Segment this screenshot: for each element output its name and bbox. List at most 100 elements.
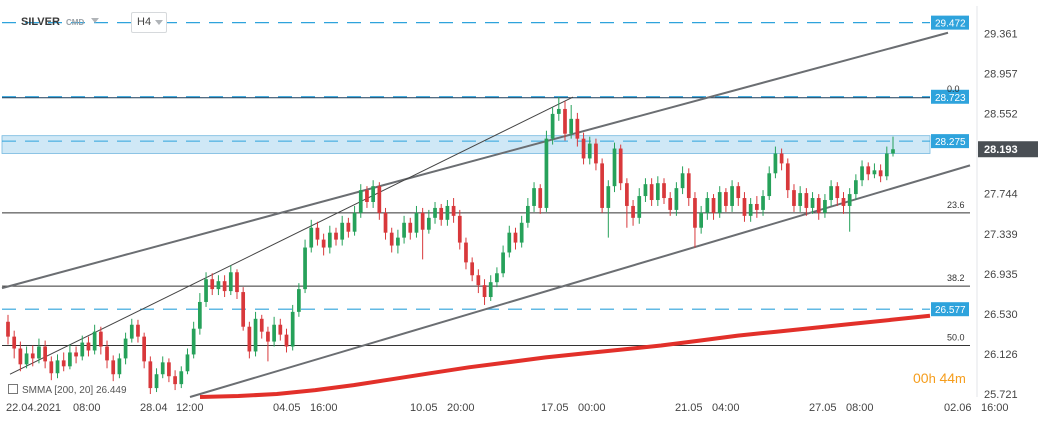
candle[interactable] — [197, 293, 202, 335]
candle[interactable] — [408, 217, 413, 240]
candle[interactable] — [835, 182, 840, 206]
candle[interactable] — [365, 186, 369, 208]
candle[interactable] — [352, 205, 357, 236]
candle[interactable] — [699, 205, 704, 234]
candle[interactable] — [18, 341, 23, 372]
candle[interactable] — [655, 176, 660, 206]
candle[interactable] — [6, 314, 10, 345]
candle[interactable] — [358, 184, 363, 218]
candle[interactable] — [179, 366, 184, 389]
candle[interactable] — [396, 229, 400, 254]
candle[interactable] — [327, 225, 332, 254]
candle[interactable] — [526, 198, 530, 228]
candle[interactable] — [61, 352, 66, 372]
candle[interactable] — [488, 275, 493, 301]
channel-lower-line[interactable] — [189, 164, 971, 398]
candle[interactable] — [315, 221, 320, 246]
candle[interactable] — [129, 318, 134, 343]
candle[interactable] — [748, 198, 753, 222]
candle[interactable] — [513, 227, 518, 250]
candle[interactable] — [154, 368, 159, 393]
candle[interactable] — [680, 166, 685, 195]
candle[interactable] — [12, 330, 17, 359]
candle[interactable] — [123, 332, 128, 365]
candle[interactable] — [86, 336, 91, 357]
candle[interactable] — [742, 192, 747, 222]
candle[interactable] — [433, 201, 437, 224]
candle[interactable] — [674, 182, 679, 216]
candle[interactable] — [136, 319, 140, 343]
candle[interactable] — [662, 178, 666, 204]
candle[interactable] — [730, 180, 734, 212]
candle[interactable] — [767, 166, 772, 201]
candle[interactable] — [594, 138, 598, 171]
candle[interactable] — [476, 269, 481, 294]
candle[interactable] — [625, 178, 629, 228]
candle[interactable] — [631, 200, 635, 226]
candle[interactable] — [389, 227, 394, 253]
candle[interactable] — [160, 356, 165, 379]
candle[interactable] — [872, 163, 877, 179]
price-axis[interactable] — [977, 0, 1041, 423]
candle[interactable] — [439, 203, 444, 226]
candle[interactable] — [785, 158, 790, 199]
candle[interactable] — [816, 194, 821, 220]
timeframe-selector[interactable]: H4 — [131, 12, 167, 33]
candle[interactable] — [142, 332, 147, 369]
candle[interactable] — [754, 196, 759, 218]
channel-upper-line[interactable] — [1, 31, 949, 290]
candle[interactable] — [587, 136, 592, 165]
candle[interactable] — [829, 180, 833, 206]
candle[interactable] — [321, 233, 326, 256]
candle[interactable] — [278, 318, 283, 341]
candle[interactable] — [191, 321, 196, 359]
candle[interactable] — [235, 269, 239, 300]
candle[interactable] — [581, 132, 586, 165]
candle[interactable] — [717, 186, 722, 218]
candle[interactable] — [68, 344, 72, 370]
candle[interactable] — [111, 355, 116, 382]
candle[interactable] — [618, 144, 623, 191]
candle[interactable] — [98, 326, 103, 355]
candle[interactable] — [705, 192, 710, 220]
candle[interactable] — [761, 190, 765, 216]
candle[interactable] — [860, 160, 864, 187]
candle[interactable] — [216, 275, 221, 296]
resistance-zone[interactable] — [1, 135, 931, 154]
candle[interactable] — [426, 209, 431, 234]
candle[interactable] — [823, 194, 827, 218]
candle[interactable] — [457, 209, 462, 250]
candle[interactable] — [43, 340, 47, 369]
candle[interactable] — [371, 180, 375, 208]
candle[interactable] — [37, 338, 41, 364]
candle[interactable] — [637, 188, 642, 224]
candle[interactable] — [247, 321, 252, 359]
candle[interactable] — [445, 200, 450, 226]
candle[interactable] — [266, 326, 270, 362]
candle[interactable] — [167, 358, 171, 383]
candle[interactable] — [303, 239, 307, 294]
candle[interactable] — [724, 188, 728, 212]
candle[interactable] — [544, 130, 549, 212]
candle[interactable] — [804, 188, 809, 216]
candle[interactable] — [272, 316, 276, 347]
candle[interactable] — [210, 273, 215, 296]
candle[interactable] — [854, 174, 858, 201]
candle[interactable] — [482, 279, 487, 305]
candle[interactable] — [495, 267, 499, 288]
smma-line[interactable] — [199, 313, 931, 399]
candle[interactable] — [736, 182, 741, 206]
candle[interactable] — [340, 215, 345, 246]
candle[interactable] — [148, 356, 153, 395]
candle[interactable] — [173, 370, 177, 391]
candle[interactable] — [612, 142, 617, 193]
candle[interactable] — [501, 245, 505, 278]
candle[interactable] — [866, 162, 871, 181]
candle[interactable] — [80, 335, 85, 361]
candle[interactable] — [74, 346, 78, 364]
candle[interactable] — [204, 272, 208, 307]
candle[interactable] — [334, 227, 338, 246]
candle[interactable] — [649, 178, 654, 206]
candle[interactable] — [519, 215, 524, 248]
